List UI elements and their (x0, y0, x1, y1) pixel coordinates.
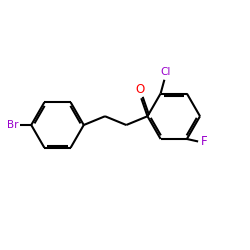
Text: Br: Br (7, 120, 19, 130)
Text: Cl: Cl (160, 67, 170, 77)
Text: O: O (136, 83, 145, 96)
Text: F: F (200, 136, 207, 148)
